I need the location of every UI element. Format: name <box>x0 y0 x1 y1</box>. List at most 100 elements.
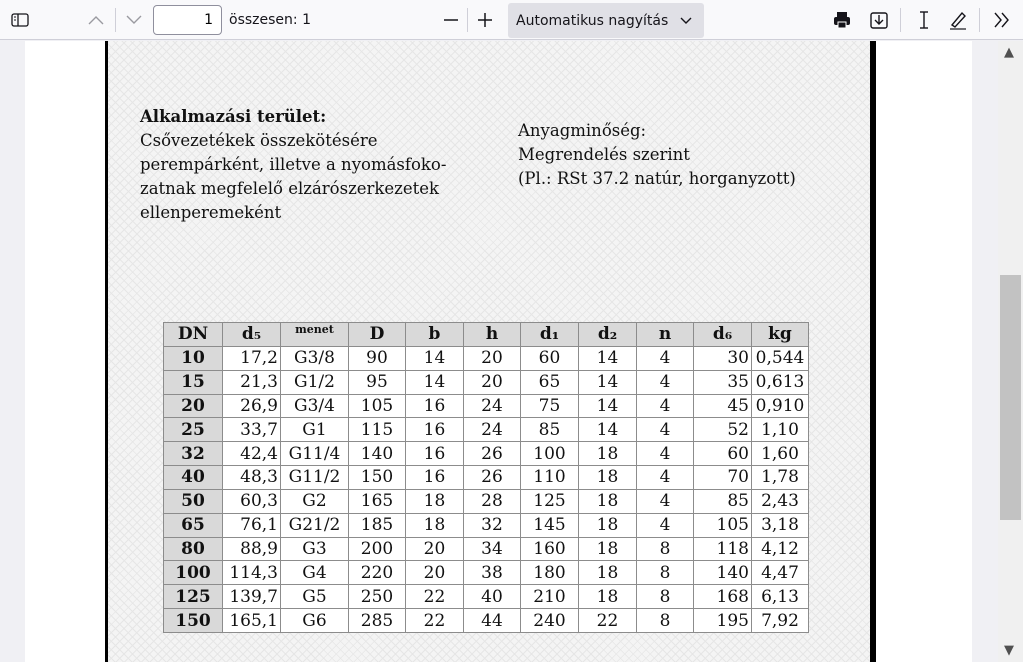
table-cell: 14 <box>405 369 464 395</box>
zoom-in-button[interactable] <box>472 4 498 36</box>
scroll-up-icon[interactable]: ▲ <box>1004 45 1014 60</box>
table-cell: 18 <box>578 536 637 562</box>
pdf-page: Alkalmazási terület: Csővezetékek összek… <box>25 41 972 662</box>
download-icon <box>870 12 888 29</box>
table-cell: 18 <box>405 488 464 514</box>
column-header: n <box>636 322 694 347</box>
table-cell: G3/4 <box>280 393 349 419</box>
zoom-select[interactable]: Automatikus nagyítás <box>508 3 704 38</box>
application-title: Alkalmazási terület: <box>140 107 327 126</box>
table-cell: G3 <box>280 536 349 562</box>
table-cell: 220 <box>348 560 406 586</box>
table-cell: 4 <box>636 417 694 443</box>
table-cell: 32 <box>463 512 521 538</box>
column-header: h <box>463 322 521 347</box>
table-cell: 18 <box>578 584 637 610</box>
column-header: b <box>405 322 464 347</box>
table-cell: G6 <box>280 608 349 633</box>
scroll-down-icon[interactable]: ▼ <box>1004 643 1014 658</box>
table-cell: 18 <box>578 488 637 514</box>
table-cell: 18 <box>405 512 464 538</box>
table-cell: 22 <box>405 608 464 633</box>
next-page-button[interactable] <box>120 4 148 36</box>
table-cell: 110 <box>520 465 579 490</box>
table-cell: 8 <box>636 560 694 586</box>
page-content: Alkalmazási terület: Csővezetékek összek… <box>105 41 876 662</box>
text-select-tool-button[interactable] <box>911 4 937 36</box>
table-cell: G5 <box>280 584 349 610</box>
table-cell: 21,3 <box>222 369 281 395</box>
vertical-scrollbar[interactable]: ▲ ▼ <box>998 41 1023 662</box>
table-cell: 18 <box>578 512 637 538</box>
dn-cell: 100 <box>163 560 223 586</box>
table-cell: 140 <box>348 441 406 467</box>
table-row: 40 48,3 G11/2 150 16 26 110 18 4 70 1,78 <box>163 465 809 490</box>
table-cell: 26,9 <box>222 393 281 419</box>
table-row: 25 33,7 G1 115 16 24 85 14 4 52 1,10 <box>163 417 809 443</box>
print-icon <box>834 12 850 29</box>
scrollbar-thumb[interactable] <box>1000 275 1021 520</box>
page-number-input[interactable] <box>153 5 222 35</box>
sidebar-toggle-icon <box>11 13 29 27</box>
column-header: kg <box>751 322 809 347</box>
table-cell: 0,544 <box>751 345 809 371</box>
table-cell: 14 <box>578 393 637 419</box>
column-header: D <box>348 322 406 347</box>
previous-page-button[interactable] <box>82 4 110 36</box>
column-header: d₆ <box>693 322 752 347</box>
table-cell: 185 <box>348 512 406 538</box>
table-cell: 6,13 <box>751 584 809 610</box>
table-cell: 165 <box>348 488 406 514</box>
application-line: Csővezetékek összekötésére <box>140 131 378 150</box>
table-cell: 26 <box>463 465 521 490</box>
table-cell: 18 <box>578 441 637 467</box>
table-row: 10 17,2 G3/8 90 14 20 60 14 4 30 0,544 <box>163 345 809 371</box>
plus-icon <box>478 13 492 27</box>
table-cell: G1 <box>280 417 349 443</box>
table-cell: 16 <box>405 465 464 490</box>
table-cell: 8 <box>636 536 694 562</box>
table-cell: 16 <box>405 393 464 419</box>
table-cell: 4 <box>636 369 694 395</box>
table-cell: 34 <box>463 536 521 562</box>
table-cell: 85 <box>520 417 579 443</box>
download-button[interactable] <box>866 4 892 36</box>
print-button[interactable] <box>829 4 855 36</box>
column-header: d₂ <box>578 322 637 347</box>
table-cell: 145 <box>520 512 579 538</box>
table-cell: 4 <box>636 488 694 514</box>
table-cell: 48,3 <box>222 465 281 490</box>
table-cell: 60 <box>693 441 752 467</box>
table-row: 15 21,3 G1/2 95 14 20 65 14 4 35 0,613 <box>163 369 809 395</box>
table-cell: 139,7 <box>222 584 281 610</box>
dn-cell: 20 <box>163 393 223 419</box>
table-cell: 140 <box>693 560 752 586</box>
draw-tool-button[interactable] <box>945 4 971 36</box>
table-cell: 22 <box>578 608 637 633</box>
table-cell: 20 <box>463 345 521 371</box>
table-cell: 17,2 <box>222 345 281 371</box>
dn-cell: 80 <box>163 536 223 562</box>
dn-cell: 32 <box>163 441 223 467</box>
table-cell: 1,60 <box>751 441 809 467</box>
zoom-out-button[interactable] <box>438 4 464 36</box>
table-cell: 105 <box>348 393 406 419</box>
column-header: d₁ <box>520 322 579 347</box>
dn-cell: 25 <box>163 417 223 443</box>
chevron-down-icon <box>126 15 142 24</box>
table-cell: 160 <box>520 536 579 562</box>
table-cell: 8 <box>636 584 694 610</box>
page-total: összesen: 1 <box>229 12 311 28</box>
sidebar-toggle-button[interactable] <box>6 4 34 36</box>
table-cell: 60 <box>520 345 579 371</box>
more-tools-button[interactable] <box>988 4 1016 36</box>
column-header: d₅ <box>222 322 281 347</box>
table-cell: 42,4 <box>222 441 281 467</box>
table-cell: G3/8 <box>280 345 349 371</box>
material-info: Anyagminőség: Megrendelés szerint (Pl.: … <box>518 119 796 191</box>
document-viewer[interactable]: Alkalmazási terület: Csővezetékek összek… <box>0 41 998 662</box>
table-cell: 100 <box>520 441 579 467</box>
table-cell: 105 <box>693 512 752 538</box>
table-cell: 20 <box>463 369 521 395</box>
pdf-toolbar: összesen: 1 Automatikus nagyítás <box>0 0 1023 40</box>
